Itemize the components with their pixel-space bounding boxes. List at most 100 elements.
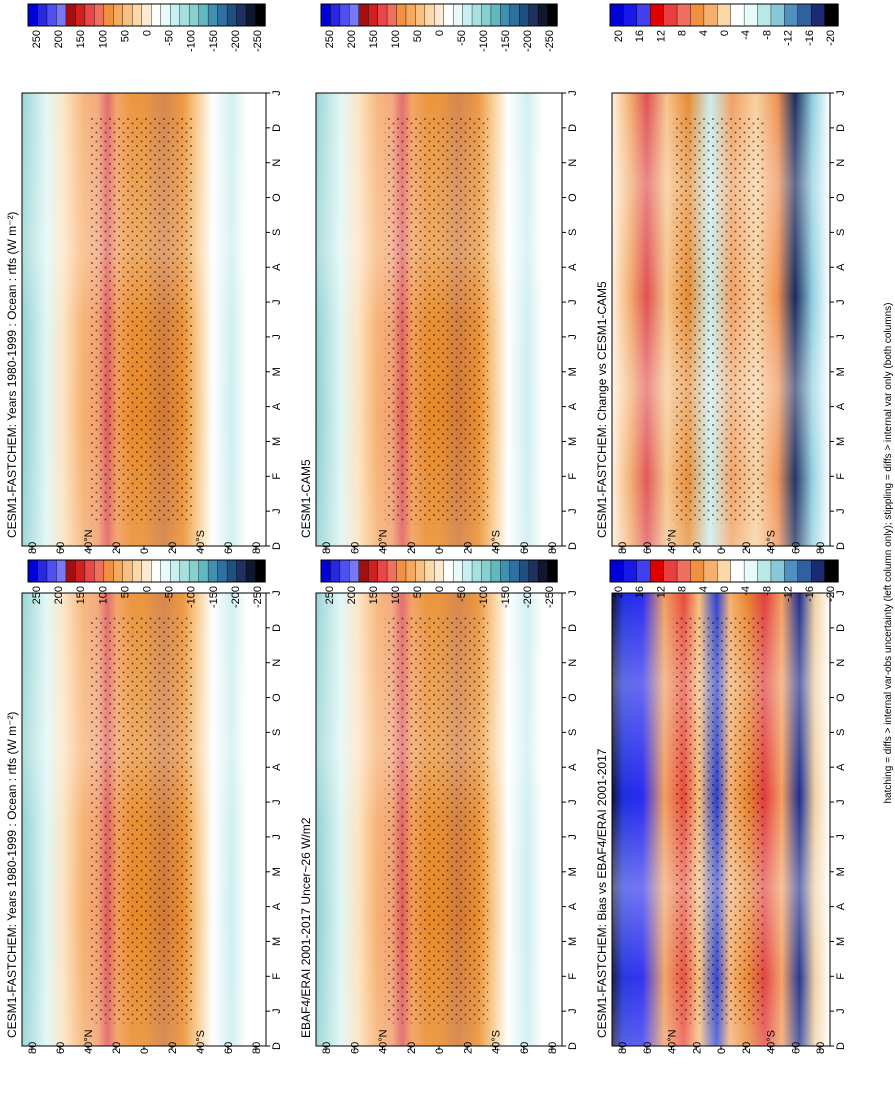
colorbar-swatch	[122, 3, 133, 27]
month-tick-label: J	[271, 590, 283, 596]
colorbar-swatch	[113, 559, 124, 583]
colorbar-swatch	[132, 559, 143, 583]
colorbar-swatch	[690, 3, 705, 27]
month-tick-label: A	[567, 402, 579, 410]
colorbar-swatch	[132, 3, 143, 27]
colorbar-swatch	[405, 559, 417, 583]
colorbar-swatch	[703, 559, 718, 583]
lat-tick-label: 80	[617, 542, 629, 554]
colorbar-swatch	[424, 3, 435, 27]
colorbar-swatch	[509, 559, 520, 583]
lat-tick-label: 40°S	[766, 530, 778, 554]
month-tick-label: M	[271, 367, 283, 376]
colorbar-swatch	[434, 559, 445, 583]
month-tick-label: J	[567, 508, 579, 513]
lat-tick-label: 60	[642, 1042, 654, 1054]
month-tick-label: O	[567, 193, 579, 202]
month-tick-label: M	[835, 367, 847, 376]
panel-title: CESM1-FASTCHEM: Years 1980-1999 : Ocean …	[5, 212, 19, 538]
colorbar-swatch	[358, 559, 369, 583]
colorbar-label: 12	[655, 586, 667, 598]
colorbar-swatch	[462, 3, 473, 27]
colorbar-label: -4	[740, 586, 752, 596]
colorbar-swatch	[717, 559, 732, 583]
colorbar-swatch	[770, 559, 786, 583]
colorbar-swatch	[320, 3, 332, 27]
colorbar-label: 4	[698, 586, 710, 592]
panel-title: CESM1-FASTCHEM: Change vs CESM1-CAM5	[595, 281, 609, 538]
colorbar-swatch	[349, 559, 360, 583]
colorbar-swatch	[730, 559, 745, 583]
lat-tick-label: 20	[167, 1042, 179, 1054]
colorbar-label: 200	[53, 30, 65, 48]
month-tick-label: J	[271, 799, 283, 805]
lat-tick-label: 80	[27, 542, 39, 554]
colorbar-swatch	[27, 559, 39, 583]
month-tick-label: J	[835, 90, 847, 96]
colorbar-label: -150	[500, 586, 512, 608]
colorbar-swatch	[757, 559, 772, 583]
lat-tick-label: 0	[716, 548, 728, 554]
colorbar-swatch	[56, 559, 67, 583]
colorbar-frame	[27, 559, 266, 583]
month-tick-label: F	[567, 973, 579, 980]
lat-tick-label: 20	[462, 1042, 474, 1054]
month-tick-label: O	[567, 693, 579, 702]
colorbar-swatch	[434, 3, 445, 27]
colorbar-label: -200	[522, 586, 534, 608]
colorbar-swatch	[784, 559, 799, 583]
month-tick-label: F	[271, 473, 283, 480]
colorbar-swatch	[169, 559, 181, 583]
colorbar-swatch	[743, 559, 759, 583]
month-tick-label: D	[835, 542, 847, 550]
colorbar-swatch	[103, 559, 115, 583]
lat-tick-label: 80	[251, 1042, 263, 1054]
colorbar-swatch	[122, 559, 133, 583]
lat-tick-label: 0	[139, 548, 151, 554]
month-tick-label: A	[835, 763, 847, 771]
colorbar-label: -250	[252, 30, 264, 52]
colorbar-swatch	[703, 3, 718, 27]
month-tick-label: J	[835, 334, 847, 340]
colorbar-label: -250	[544, 586, 556, 608]
lat-tick-label: 20	[462, 542, 474, 554]
colorbar-frame	[320, 559, 558, 583]
colorbar-swatch	[75, 3, 86, 27]
lat-tick-label: 40°S	[491, 1030, 503, 1054]
colorbar-label: 0	[142, 30, 154, 36]
colorbar-swatch	[27, 3, 39, 27]
month-tick-label: A	[835, 263, 847, 271]
lat-tick-label: 80	[27, 1042, 39, 1054]
colorbar-swatch	[141, 559, 152, 583]
colorbar-frame	[27, 3, 266, 27]
month-tick-label: J	[835, 834, 847, 840]
colorbar-swatch	[471, 3, 483, 27]
colorbar-swatch	[377, 559, 388, 583]
lat-tick-label: 0	[139, 1048, 151, 1054]
month-tick-label: J	[835, 299, 847, 305]
month-tick-label: J	[567, 799, 579, 805]
lat-tick-label: 60	[519, 1042, 531, 1054]
lat-tick-label: 40°N	[378, 1029, 390, 1054]
colorbar-label: -8	[761, 30, 773, 40]
lat-tick-label: 40°S	[195, 1030, 207, 1054]
colorbar-swatch	[500, 3, 511, 27]
colorbar-label: 150	[75, 586, 87, 604]
month-tick-label: S	[271, 229, 283, 236]
colorbar-label: -200	[230, 586, 242, 608]
colorbar-swatch	[207, 559, 219, 583]
colorbar-label: 0	[434, 586, 446, 592]
colorbar-swatch	[179, 559, 190, 583]
colorbar-label: 50	[119, 30, 131, 42]
colorbar-swatch	[424, 559, 435, 583]
colorbar-swatch	[245, 3, 257, 27]
colorbar-swatch	[94, 559, 105, 583]
lat-tick-label: 60	[349, 542, 361, 554]
colorbar-swatch	[537, 559, 549, 583]
month-tick-label: J	[567, 334, 579, 340]
colorbar-label: 100	[390, 586, 402, 604]
colorbar-swatch	[217, 559, 228, 583]
colorbar-label: -16	[804, 30, 816, 46]
